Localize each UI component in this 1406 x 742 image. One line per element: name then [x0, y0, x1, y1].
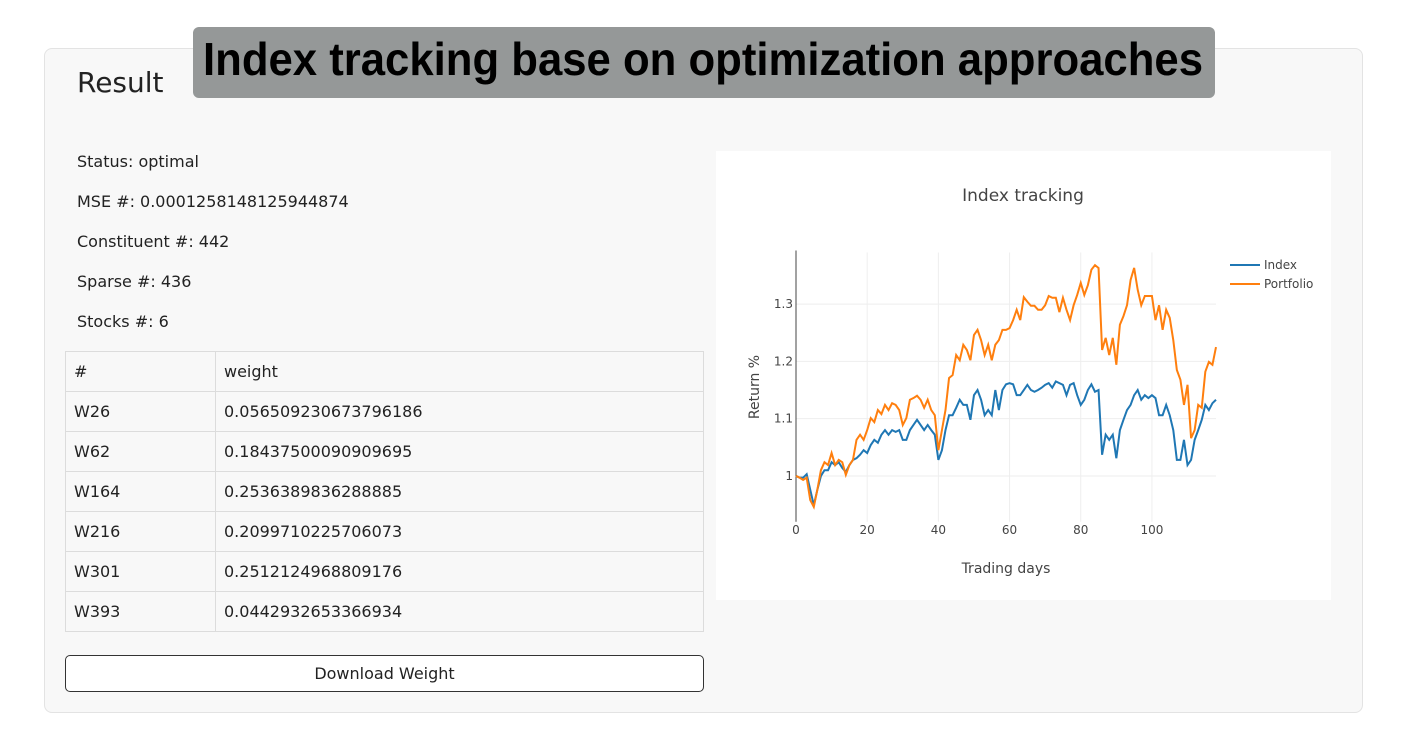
table-row: W164 0.2536389836288885 — [65, 471, 704, 512]
weight-table: # weight W26 0.056509230673796186 W62 0.184… — [65, 351, 704, 632]
legend-label: Index — [1264, 258, 1297, 272]
banner-bg — [193, 27, 1215, 98]
table-header: # weight — [65, 351, 704, 392]
x-tick-label: 0 — [792, 523, 800, 537]
stat: Constituent #: 442 — [77, 232, 230, 251]
table-cell: 0.2099710225706073 — [215, 511, 704, 552]
x-tick-label: 40 — [931, 523, 946, 537]
table-cell: W393 — [65, 591, 216, 632]
stat: MSE #: 0.0001258148125944874 — [77, 192, 349, 211]
stat: Stocks #: 6 — [77, 312, 169, 331]
header-cell: weight — [215, 351, 704, 392]
x-tick-label: 80 — [1073, 523, 1088, 537]
y-tick-label: 1.1 — [774, 412, 793, 426]
legend-label: Portfolio — [1264, 277, 1313, 291]
table-row: W393 0.0442932653366934 — [65, 591, 704, 632]
banner-title: Index tracking base on optimization appr… — [203, 33, 1203, 85]
table-cell: 0.2536389836288885 — [215, 471, 704, 512]
stat: Sparse #: 436 — [77, 272, 192, 291]
table-cell: 0.18437500090909695 — [215, 431, 704, 472]
series-line — [795, 380, 1217, 506]
x-tick-label: 60 — [1002, 523, 1017, 537]
x-axis-label: Trading days — [961, 561, 1051, 577]
y-tick-label: 1 — [785, 469, 793, 483]
table-row: W26 0.056509230673796186 — [65, 391, 704, 432]
table-cell: 0.2512124968809176 — [215, 551, 704, 592]
table-row: W216 0.2099710225706073 — [65, 511, 704, 552]
y-tick-label: 1.3 — [774, 297, 793, 311]
card-title: Result — [77, 66, 164, 99]
series-line — [795, 263, 1217, 510]
x-tick-label: 20 — [860, 523, 875, 537]
chart: Index tracking 1 1.1 1.2 1.3 0 20 40 60 80 100 Trad… — [716, 151, 1331, 600]
download-button[interactable]: Download Weight — [65, 655, 704, 692]
table-cell: W216 — [65, 511, 216, 552]
y-axis-label: Return % — [747, 355, 763, 419]
table-cell: W164 — [65, 471, 216, 512]
header-cell: # — [65, 351, 216, 392]
x-tick-label: 100 — [1140, 523, 1163, 537]
table-row: W62 0.18437500090909695 — [65, 431, 704, 472]
banner: Index tracking base on optimization appr… — [193, 27, 1215, 98]
table-cell: W301 — [65, 551, 216, 592]
table-cell: 0.0442932653366934 — [215, 591, 704, 632]
y-tick-label: 1.2 — [774, 354, 793, 368]
table-cell: W62 — [65, 431, 216, 472]
table-cell: W26 — [65, 391, 216, 432]
table-cell: 0.056509230673796186 — [215, 391, 704, 432]
table-row: W301 0.2512124968809176 — [65, 551, 704, 592]
chart-title: Index tracking — [962, 186, 1084, 206]
stat: Status: optimal — [77, 152, 199, 171]
